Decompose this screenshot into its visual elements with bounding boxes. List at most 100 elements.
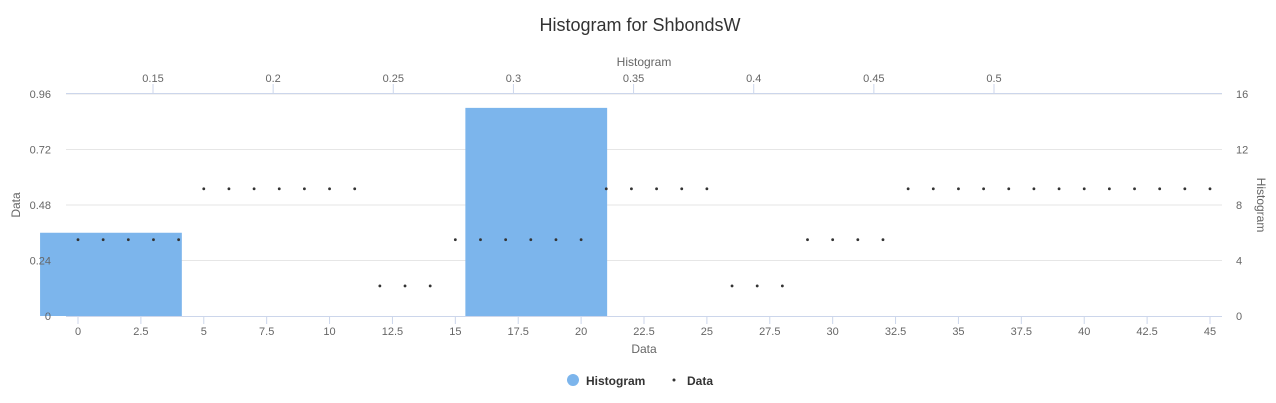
histogram-bar [40, 232, 182, 316]
axes: 0 0.24 0.48 0.72 0.96 0 4 8 12 16 0 2.5 5 7.5 10 12.5 15… [30, 73, 1249, 338]
data-point [76, 238, 80, 242]
legend: Histogram Data [567, 374, 713, 388]
data-point [227, 187, 231, 191]
data-point [1158, 187, 1162, 191]
chart-title: Histogram for ShbondsW [539, 15, 740, 35]
x-bottom-tick-label: 45 [1204, 326, 1216, 338]
y-right-tick-label: 8 [1236, 200, 1242, 212]
data-point [806, 238, 809, 242]
data-point [579, 238, 583, 242]
y-right-tick-label: 0 [1236, 311, 1242, 323]
data-point [403, 284, 407, 288]
data-points [76, 187, 1212, 288]
x-bottom-tick-label: 2.5 [133, 326, 148, 338]
x-top-tick-label: 0.2 [265, 73, 280, 85]
data-point [931, 187, 935, 191]
data-point [705, 187, 709, 191]
legend-histogram-label: Histogram [586, 374, 645, 388]
data-point [982, 187, 985, 191]
bottom-axis-title: Data [631, 342, 657, 356]
x-top-tick-label: 0.35 [623, 73, 644, 85]
data-point [1007, 187, 1011, 191]
data-point [906, 187, 910, 191]
data-point [1107, 187, 1111, 191]
data-point [780, 284, 784, 288]
x-bottom-tick-label: 22.5 [633, 326, 654, 338]
x-bottom-tick-label: 5 [201, 326, 207, 338]
data-point [630, 187, 633, 191]
data-point [1183, 187, 1187, 191]
x-top-tick-label: 0.5 [986, 73, 1001, 85]
y-right-tick-label: 16 [1236, 89, 1248, 101]
x-bottom-tick-label: 37.5 [1011, 326, 1032, 338]
data-point [101, 238, 105, 242]
x-top-tick-label: 0.45 [863, 73, 884, 85]
data-point [453, 238, 457, 242]
legend-item-data[interactable]: Data [672, 374, 714, 388]
data-point [1057, 187, 1061, 191]
data-point [881, 238, 885, 242]
data-point [1208, 187, 1212, 191]
x-top-tick-label: 0.25 [383, 73, 404, 85]
data-point [755, 284, 759, 288]
y-left-tick-label: 0.72 [30, 145, 51, 157]
data-point [479, 238, 482, 242]
right-axis-title: Histogram [1254, 178, 1268, 233]
top-axis-title: Histogram [617, 55, 672, 69]
legend-item-histogram[interactable]: Histogram [567, 374, 645, 388]
data-point [202, 187, 206, 191]
data-point [303, 187, 306, 191]
data-point [957, 187, 960, 191]
grid-lines [66, 93, 1222, 261]
x-top-tick-label: 0.3 [506, 73, 521, 85]
data-point [529, 238, 533, 242]
data-point [252, 187, 256, 191]
data-point [428, 284, 432, 288]
data-point [152, 238, 155, 242]
y-left-tick-label: 0 [45, 311, 51, 323]
data-point [1082, 187, 1086, 191]
y-left-tick-label: 0.48 [30, 200, 51, 212]
data-point [177, 238, 181, 242]
x-bottom-tick-label: 35 [952, 326, 964, 338]
data-point [856, 238, 860, 242]
data-point [730, 284, 734, 288]
x-bottom-tick-label: 15 [449, 326, 461, 338]
x-bottom-tick-label: 32.5 [885, 326, 906, 338]
data-point [126, 238, 130, 242]
data-point [1032, 187, 1036, 191]
x-top-tick-label: 0.4 [746, 73, 761, 85]
x-bottom-tick-label: 20 [575, 326, 587, 338]
data-point [655, 187, 658, 191]
y-right-tick-label: 12 [1236, 145, 1248, 157]
histogram-bar [465, 107, 608, 316]
legend-data-swatch [672, 378, 676, 382]
x-bottom-tick-label: 17.5 [508, 326, 529, 338]
data-point [504, 238, 508, 242]
data-point [604, 187, 608, 191]
x-bottom-tick-label: 40 [1078, 326, 1090, 338]
y-right-tick-label: 4 [1236, 256, 1242, 268]
data-point [831, 238, 835, 242]
x-bottom-tick-label: 0 [75, 326, 81, 338]
data-point [680, 187, 684, 191]
data-point [378, 284, 382, 288]
y-left-tick-label: 0.24 [30, 256, 51, 268]
data-point [277, 187, 281, 191]
x-bottom-tick-label: 10 [323, 326, 335, 338]
data-point [328, 187, 331, 191]
legend-histogram-swatch [567, 374, 579, 386]
x-bottom-tick-label: 25 [701, 326, 713, 338]
x-bottom-tick-label: 42.5 [1136, 326, 1157, 338]
legend-data-label: Data [687, 374, 713, 388]
x-bottom-tick-label: 7.5 [259, 326, 274, 338]
data-point [554, 238, 558, 242]
left-axis-title: Data [9, 192, 23, 218]
y-left-tick-label: 0.96 [30, 89, 51, 101]
data-point [353, 187, 357, 191]
histogram-bars [40, 107, 608, 316]
x-bottom-tick-label: 12.5 [382, 326, 403, 338]
x-top-tick-label: 0.15 [142, 73, 163, 85]
x-bottom-tick-label: 27.5 [759, 326, 780, 338]
